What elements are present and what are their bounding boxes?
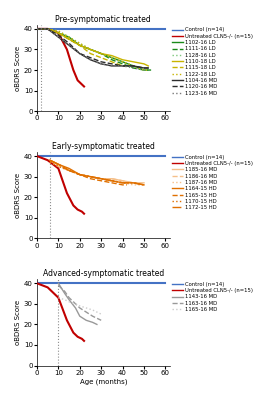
- Y-axis label: oBDRS Score: oBDRS Score: [15, 300, 21, 345]
- X-axis label: Age (months): Age (months): [80, 378, 127, 385]
- Legend: Control (n=14), Untreated CLN5-/- (n=15), 1143-16 MD, 1163-16 MD, 1165-16 MD: Control (n=14), Untreated CLN5-/- (n=15)…: [172, 282, 253, 312]
- Y-axis label: oBDRS Score: oBDRS Score: [15, 46, 21, 90]
- Legend: Control (n=14), Untreated CLN5-/- (n=15), 1102-16 LD, 1111-16 LD, 1128-16 LD, 11: Control (n=14), Untreated CLN5-/- (n=15)…: [172, 28, 253, 96]
- Legend: Control (n=14), Untreated CLN5-/- (n=15), 1185-16 MD, 1186-16 MD, 1187-16 MD, 11: Control (n=14), Untreated CLN5-/- (n=15)…: [172, 155, 253, 210]
- Title: Advanced-symptomatic treated: Advanced-symptomatic treated: [43, 269, 164, 278]
- Y-axis label: oBDRS Score: oBDRS Score: [15, 173, 21, 218]
- Title: Pre-symptomatic treated: Pre-symptomatic treated: [55, 15, 151, 24]
- Title: Early-symptomatic treated: Early-symptomatic treated: [52, 142, 155, 151]
